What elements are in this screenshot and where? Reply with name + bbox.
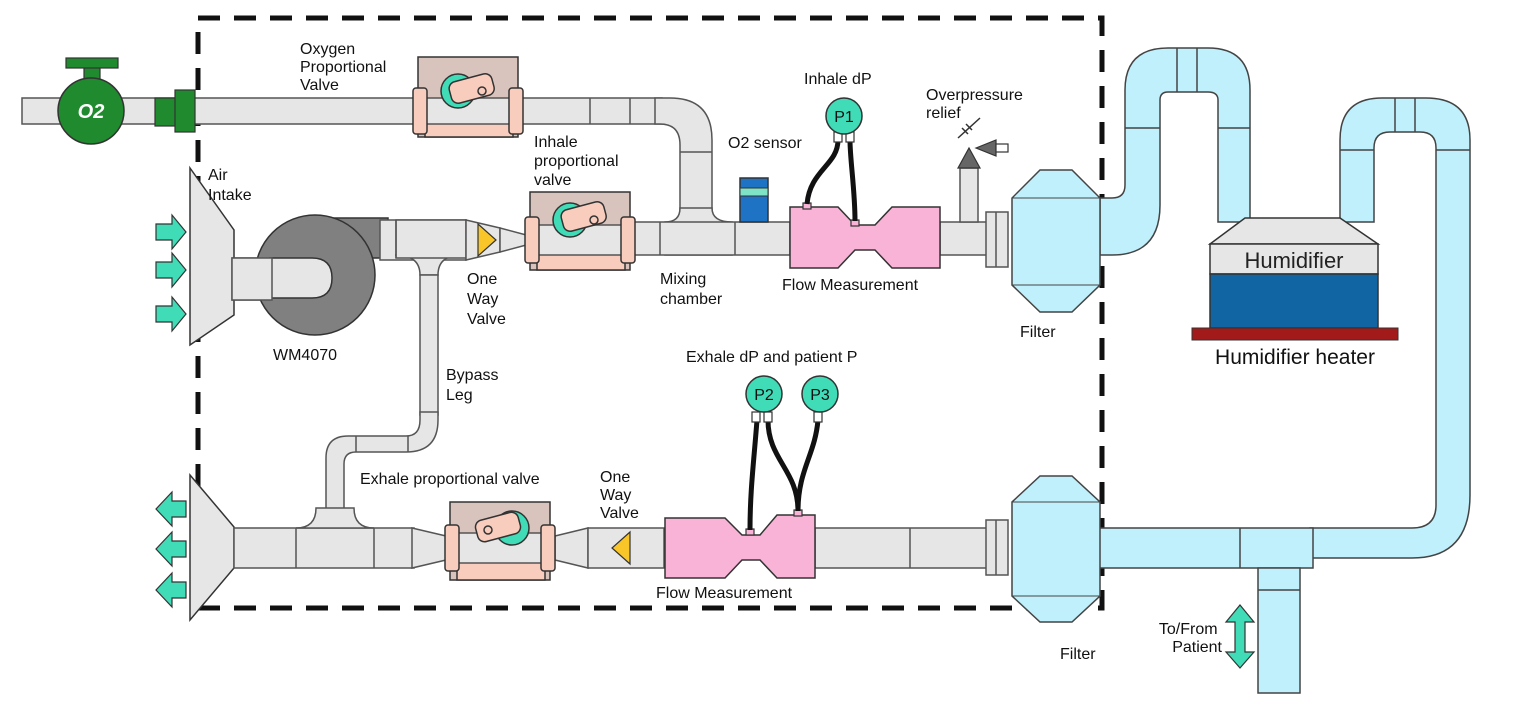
inhale-dp-label: Inhale dP	[804, 71, 872, 88]
to-from-patient-label: To/From Patient	[1159, 621, 1223, 656]
bypass-leg	[325, 274, 439, 511]
text-labels: Oxygen Proportional Valve Air Intake WM4…	[208, 41, 1223, 663]
filter-top	[1011, 169, 1101, 313]
gauge-p3-label: P3	[810, 387, 830, 404]
mixing-chamber-label: Mixing chamber	[660, 271, 723, 308]
exhale-valve-label: Exhale proportional valve	[360, 471, 540, 488]
oxygen-valve-label: Oxygen Proportional Valve	[300, 41, 391, 94]
one-way-valve-top-icon	[477, 222, 497, 258]
o2-sensor-label: O2 sensor	[728, 135, 802, 152]
humidifier: Humidifier Humidifier heater	[1191, 217, 1399, 369]
flow-measurement-bottom-label: Flow Measurement	[656, 585, 793, 602]
blower-wm4070	[231, 214, 389, 336]
air-out-arrow-icon	[155, 571, 187, 609]
flow-measurement-exhale: P2 P3	[664, 375, 839, 579]
air-in-arrow-icon	[155, 295, 187, 333]
o2-badge: O2	[78, 101, 105, 123]
filter-bottom-label: Filter	[1060, 646, 1096, 663]
patient-bidirectional-arrow-icon	[1224, 604, 1256, 669]
pressure-gauge-p2-icon	[745, 375, 783, 413]
o2-source-icon	[57, 77, 125, 145]
pressure-gauge-p3-icon	[801, 375, 839, 413]
gauge-p1-label: P1	[834, 109, 854, 126]
overpressure-relief	[956, 117, 1009, 223]
air-out-arrow-icon	[155, 530, 187, 568]
overpressure-relief-label: Overpressure relief	[926, 87, 1027, 122]
bypass-leg-label: Bypass Leg	[446, 367, 503, 404]
exhale-dp-label: Exhale dP and patient P	[686, 349, 857, 366]
pressure-gauge-p1-icon	[825, 97, 863, 135]
o2-sensor	[739, 177, 769, 223]
oxygen-proportional-valve	[412, 56, 524, 138]
humidifier-water	[1209, 273, 1379, 329]
inhale-line	[379, 211, 1009, 276]
patient-circuit	[1097, 47, 1471, 694]
air-intake-label: Air Intake	[208, 167, 252, 204]
humidifier-heater-plate	[1191, 327, 1399, 341]
humidifier-label: Humidifier	[1244, 248, 1343, 273]
one-way-valve-top-label: One Way Valve	[467, 271, 506, 328]
device-enclosure	[195, 15, 1105, 611]
humidifier-heater-label: Humidifier heater	[1215, 346, 1375, 369]
air-out-arrow-icon	[155, 490, 187, 528]
one-way-valve-bottom-label: One Way Valve	[600, 469, 639, 522]
gauge-p2-label: P2	[754, 387, 774, 404]
exhale-line	[155, 472, 1009, 623]
filter-top-label: Filter	[1020, 324, 1056, 341]
inhale-proportional-valve	[524, 191, 636, 271]
flow-measurement-inhale: P1	[789, 97, 941, 269]
air-in-arrow-icon	[155, 251, 187, 289]
blower-label: WM4070	[273, 347, 337, 364]
air-in-arrow-icon	[155, 213, 187, 251]
filter-bottom	[1011, 475, 1101, 623]
exhale-proportional-valve	[444, 501, 556, 581]
inhale-valve-label: Inhale proportional valve	[534, 134, 623, 189]
one-way-valve-bottom-icon	[611, 530, 631, 566]
flow-measurement-top-label: Flow Measurement	[782, 277, 919, 294]
